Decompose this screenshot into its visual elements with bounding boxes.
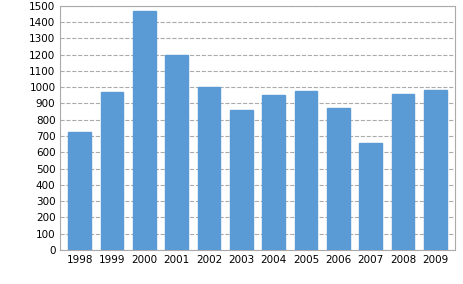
Bar [423,89,446,250]
Bar [230,110,252,250]
Bar [197,87,220,250]
Bar [68,132,91,250]
Bar [294,91,317,250]
Bar [100,92,123,250]
Bar [391,94,413,250]
Bar [358,143,381,250]
Bar [262,95,284,250]
Bar [165,55,188,250]
Bar [133,11,156,250]
Bar [326,108,349,250]
